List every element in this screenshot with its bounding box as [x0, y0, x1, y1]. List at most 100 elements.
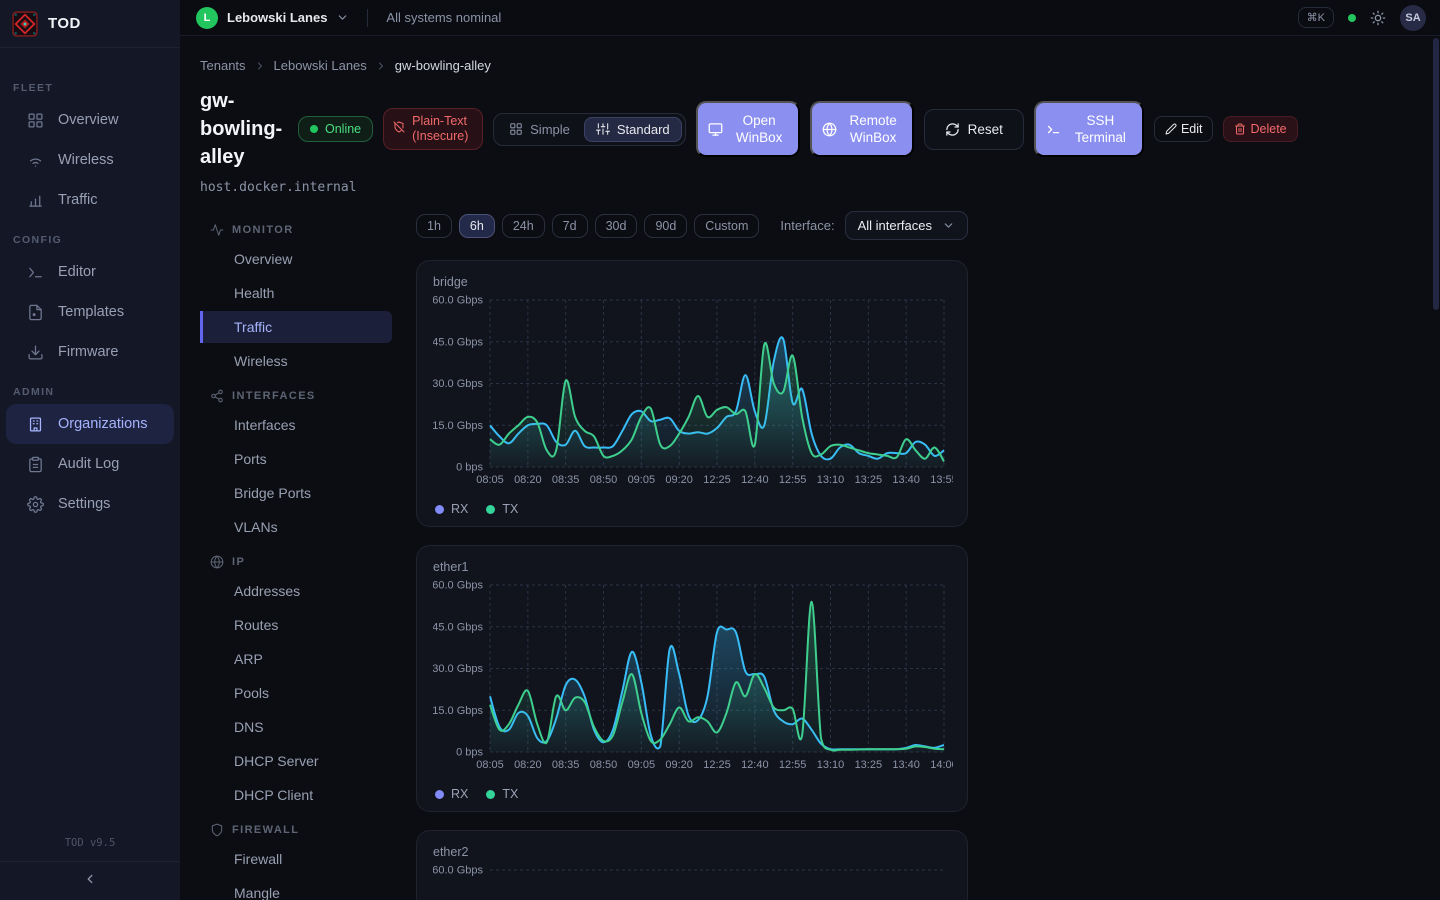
- svg-text:09:05: 09:05: [628, 759, 656, 771]
- subnav-item-interfaces[interactable]: Interfaces: [200, 409, 392, 441]
- sidebar-item-wireless[interactable]: Wireless: [6, 140, 174, 180]
- range-pill-6h[interactable]: 6h: [459, 214, 495, 238]
- svg-text:13:10: 13:10: [817, 759, 845, 771]
- ssh-terminal-button[interactable]: SSH Terminal: [1034, 101, 1144, 157]
- svg-text:09:05: 09:05: [628, 474, 656, 486]
- subnav-item-overview[interactable]: Overview: [200, 243, 392, 275]
- bar-chart-icon: [27, 191, 45, 209]
- sidebar-item-templates[interactable]: Templates: [6, 292, 174, 332]
- sidebar-item-firmware[interactable]: Firmware: [6, 332, 174, 372]
- subnav-section-interfaces: INTERFACES: [210, 389, 392, 403]
- shield-icon: [210, 823, 224, 837]
- sidebar-footer: TOD v9.5: [0, 837, 180, 900]
- chart-card-ether1: ether10 bps15.0 Gbps30.0 Gbps45.0 Gbps60…: [416, 545, 968, 812]
- tenant-avatar: L: [196, 7, 218, 29]
- svg-text:12:55: 12:55: [779, 759, 807, 771]
- subnav-item-pools[interactable]: Pools: [200, 677, 392, 709]
- edit-label: Edit: [1181, 122, 1203, 136]
- chart-legend: RXTX: [433, 502, 951, 516]
- subnav-item-arp[interactable]: ARP: [200, 643, 392, 675]
- subnav-item-wireless[interactable]: Wireless: [200, 345, 392, 377]
- subnav-item-mangle[interactable]: Mangle: [200, 877, 392, 900]
- reset-button[interactable]: Reset: [924, 109, 1024, 150]
- range-pill-1h[interactable]: 1h: [416, 214, 452, 238]
- breadcrumb-item[interactable]: Tenants: [200, 58, 246, 73]
- subnav-item-ports[interactable]: Ports: [200, 443, 392, 475]
- range-pill-7d[interactable]: 7d: [552, 214, 588, 238]
- sidebar: TOD FLEETOverviewWirelessTrafficCONFIGEd…: [0, 0, 180, 900]
- subnav-item-traffic[interactable]: Traffic: [200, 311, 392, 343]
- brand: TOD: [0, 0, 180, 48]
- svg-text:45.0 Gbps: 45.0 Gbps: [433, 621, 483, 633]
- svg-text:0 bps: 0 bps: [456, 462, 483, 474]
- chart-plot: 0 bps15.0 Gbps30.0 Gbps45.0 Gbps60.0 Gbp…: [433, 865, 953, 900]
- subnav-item-health[interactable]: Health: [200, 277, 392, 309]
- sidebar-item-audit-log[interactable]: Audit Log: [6, 444, 174, 484]
- subnav-item-vlans[interactable]: VLANs: [200, 511, 392, 543]
- tenant-switcher[interactable]: L Lebowski Lanes: [196, 7, 349, 29]
- svg-text:12:40: 12:40: [741, 759, 769, 771]
- app-logo-icon: [12, 11, 38, 37]
- svg-text:12:25: 12:25: [703, 474, 731, 486]
- subnav-section-label: MONITOR: [232, 224, 294, 236]
- chart-title: ether2: [433, 845, 951, 859]
- delete-button[interactable]: Delete: [1223, 116, 1297, 142]
- activity-icon: [210, 223, 224, 237]
- sidebar-section-label: CONFIG: [13, 234, 180, 246]
- view-mode-standard[interactable]: Standard: [584, 117, 682, 142]
- svg-text:12:40: 12:40: [741, 474, 769, 486]
- sidebar-collapse-button[interactable]: [0, 861, 180, 892]
- sliders-icon: [596, 122, 610, 136]
- svg-text:60.0 Gbps: 60.0 Gbps: [433, 580, 483, 592]
- svg-text:08:50: 08:50: [590, 474, 618, 486]
- sidebar-item-label: Traffic: [58, 192, 97, 208]
- subnav-item-addresses[interactable]: Addresses: [200, 575, 392, 607]
- subnav-item-bridge-ports[interactable]: Bridge Ports: [200, 477, 392, 509]
- edit-button[interactable]: Edit: [1154, 116, 1214, 142]
- svg-text:08:05: 08:05: [476, 474, 504, 486]
- subnav-item-dhcp-client[interactable]: DHCP Client: [200, 779, 392, 811]
- download-icon: [27, 343, 45, 361]
- svg-text:15.0 Gbps: 15.0 Gbps: [433, 420, 483, 432]
- sidebar-item-label: Wireless: [58, 152, 114, 168]
- command-palette-shortcut[interactable]: ⌘K: [1298, 7, 1334, 28]
- range-pill-24h[interactable]: 24h: [502, 214, 545, 238]
- user-avatar[interactable]: SA: [1400, 5, 1426, 31]
- subnav-item-dhcp-server[interactable]: DHCP Server: [200, 745, 392, 777]
- chart-plot: 0 bps15.0 Gbps30.0 Gbps45.0 Gbps60.0 Gbp…: [433, 580, 953, 776]
- svg-text:0 bps: 0 bps: [456, 747, 483, 759]
- sidebar-item-traffic[interactable]: Traffic: [6, 180, 174, 220]
- range-pill-30d[interactable]: 30d: [595, 214, 638, 238]
- remote-winbox-button[interactable]: Remote WinBox: [810, 101, 914, 157]
- chart-title: bridge: [433, 275, 951, 289]
- theme-toggle-sun-icon[interactable]: [1370, 10, 1386, 26]
- sidebar-item-settings[interactable]: Settings: [6, 484, 174, 524]
- view-mode-simple[interactable]: Simple: [497, 117, 582, 142]
- svg-text:13:40: 13:40: [892, 474, 920, 486]
- svg-text:45.0 Gbps: 45.0 Gbps: [433, 336, 483, 348]
- chevron-down-icon: [942, 219, 955, 232]
- refresh-icon: [945, 122, 960, 137]
- subnav-section-ip: IP: [210, 555, 392, 569]
- range-pill-custom[interactable]: Custom: [694, 214, 759, 238]
- view-mode-label: Standard: [617, 122, 670, 137]
- ssh-terminal-label: SSH Terminal: [1069, 112, 1132, 146]
- sidebar-item-organizations[interactable]: Organizations: [6, 404, 174, 444]
- range-pill-90d[interactable]: 90d: [644, 214, 687, 238]
- sidebar-item-label: Editor: [58, 264, 96, 280]
- svg-text:13:25: 13:25: [855, 759, 883, 771]
- sidebar-item-label: Overview: [58, 112, 118, 128]
- subnav-section-label: IP: [232, 556, 245, 568]
- open-winbox-button[interactable]: Open WinBox: [696, 101, 800, 157]
- sidebar-item-overview[interactable]: Overview: [6, 100, 174, 140]
- subnav-item-firewall[interactable]: Firewall: [200, 843, 392, 875]
- breadcrumb-item[interactable]: Lebowski Lanes: [274, 58, 367, 73]
- subnav-item-dns[interactable]: DNS: [200, 711, 392, 743]
- sidebar-item-editor[interactable]: Editor: [6, 252, 174, 292]
- device-host: host.docker.internal: [200, 180, 1440, 195]
- subnav-item-routes[interactable]: Routes: [200, 609, 392, 641]
- interface-select[interactable]: All interfaces: [845, 211, 968, 240]
- svg-text:30.0 Gbps: 30.0 Gbps: [433, 378, 483, 390]
- svg-text:13:55: 13:55: [930, 474, 953, 486]
- scrollbar-thumb[interactable]: [1433, 38, 1439, 310]
